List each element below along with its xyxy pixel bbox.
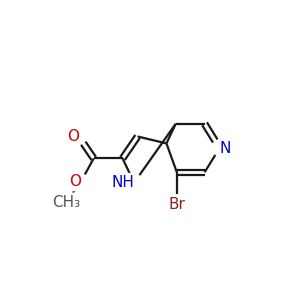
Text: O: O — [67, 129, 79, 144]
Text: O: O — [69, 174, 81, 189]
Text: CH₃: CH₃ — [52, 195, 80, 210]
Text: N: N — [220, 140, 231, 155]
Text: NH: NH — [111, 175, 134, 190]
Text: Br: Br — [168, 197, 185, 212]
